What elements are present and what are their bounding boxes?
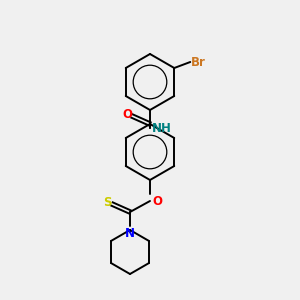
- Text: S: S: [103, 196, 111, 209]
- Text: Br: Br: [191, 56, 206, 68]
- Text: N: N: [125, 227, 135, 240]
- Text: O: O: [152, 195, 162, 208]
- Text: NH: NH: [152, 122, 172, 134]
- Text: O: O: [122, 109, 132, 122]
